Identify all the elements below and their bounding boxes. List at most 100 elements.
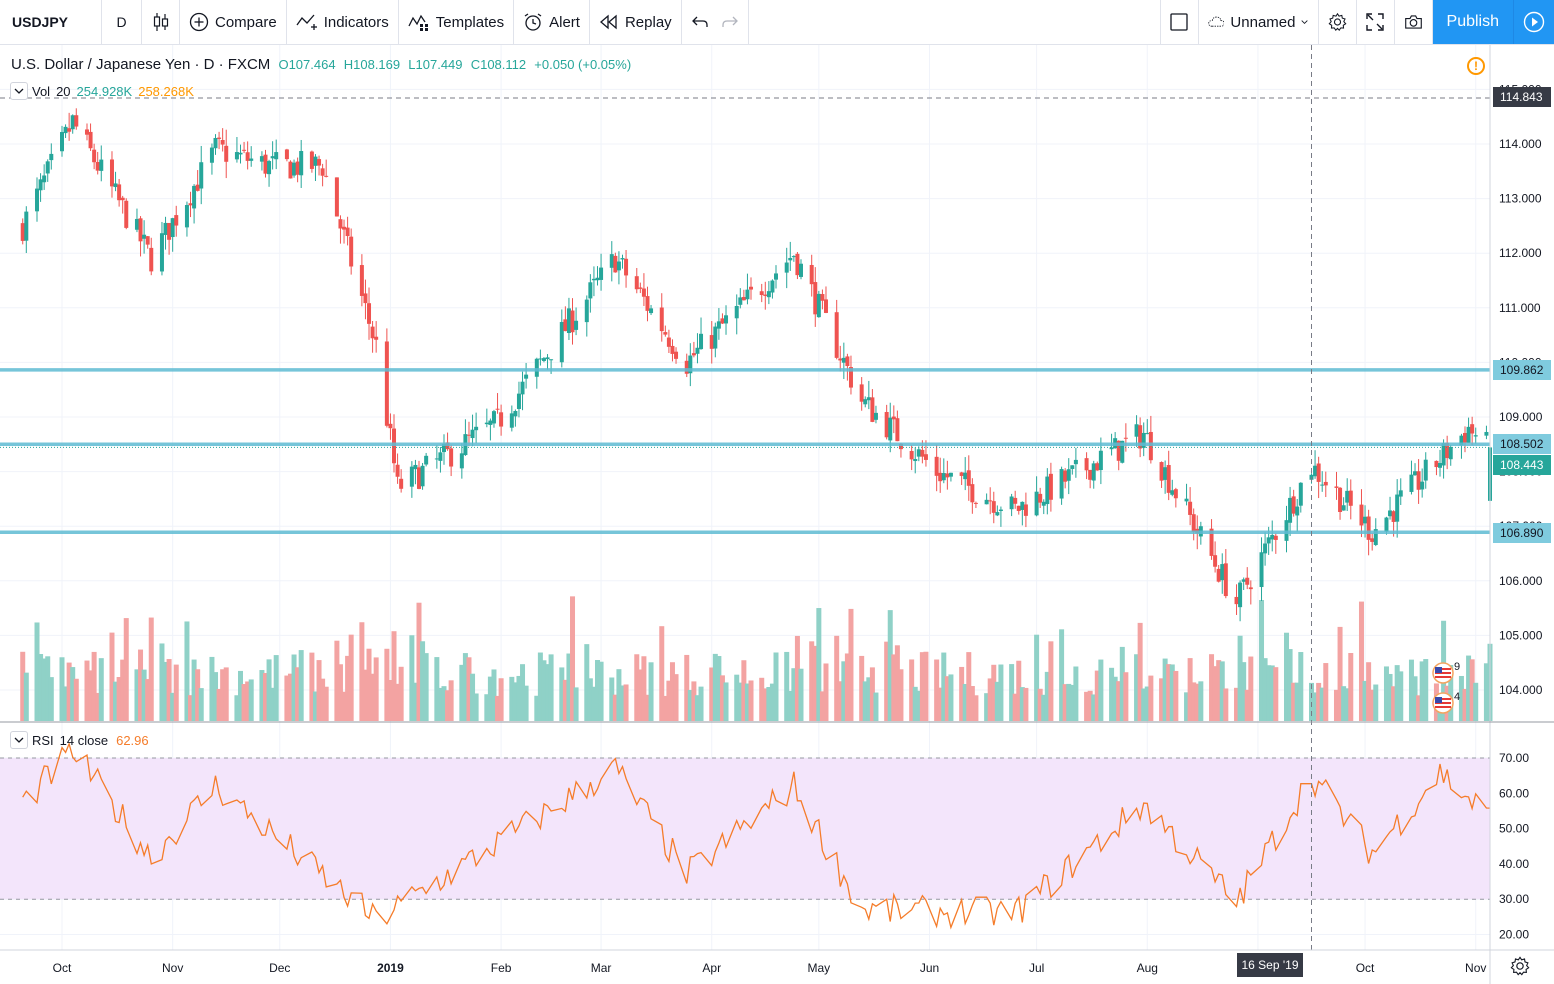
chart-canvas[interactable]: 115.000114.000113.000112.000111.000110.0…: [0, 45, 1554, 984]
publish-options-button[interactable]: [1514, 0, 1554, 44]
horizontal-levels[interactable]: [0, 368, 1490, 534]
volume-bar: [123, 618, 129, 721]
candle-body: [117, 184, 122, 201]
interval-label: D: [116, 14, 127, 30]
volume-bar: [684, 654, 690, 721]
volume-bar: [248, 679, 254, 721]
candle-body: [1073, 459, 1078, 465]
symbol-title[interactable]: U.S. Dollar / Japanese Yen · D · FXCM: [11, 56, 271, 73]
volume-bar: [844, 653, 850, 721]
candle-body: [1066, 469, 1071, 481]
volume-bar: [819, 691, 825, 721]
candle-body: [367, 303, 372, 324]
volume-bar: [287, 673, 293, 721]
symbol-search-button[interactable]: USDJPY: [0, 0, 102, 44]
candle-body: [295, 161, 300, 175]
candle-body: [1109, 447, 1114, 450]
volume-bar: [1262, 658, 1268, 721]
volume-bar: [1294, 682, 1300, 721]
last-price-tag: 108.443: [1493, 455, 1551, 475]
event-count-1: 9: [1454, 661, 1461, 673]
volume-bar: [1383, 666, 1389, 721]
candle-body: [1295, 506, 1300, 516]
volume-bar: [1333, 689, 1339, 721]
redo-icon[interactable]: [722, 15, 738, 29]
candle-body: [845, 356, 850, 367]
candle-body: [334, 177, 339, 217]
templates-button[interactable]: Templates: [399, 0, 515, 44]
candle-body: [370, 326, 375, 339]
save-layout-button[interactable]: Unnamed: [1199, 0, 1319, 44]
candle-body: [224, 145, 229, 162]
candle-body: [1348, 490, 1353, 506]
volume-bar: [466, 657, 472, 721]
volume-bar: [1408, 659, 1414, 721]
alert-label: Alert: [549, 13, 580, 31]
volume-bar: [173, 664, 179, 721]
volume-bar: [298, 650, 304, 721]
volume-bar: [1209, 654, 1215, 721]
volume-bar: [1112, 676, 1118, 721]
economic-event-flag[interactable]: 9: [1432, 661, 1462, 684]
us-flag-icon: [1432, 692, 1454, 714]
candle-body: [317, 159, 322, 166]
volume-bar: [719, 675, 725, 721]
volume-bar: [794, 635, 800, 721]
candle-body: [1184, 498, 1189, 502]
candle-body: [766, 291, 771, 298]
candle-body: [559, 322, 564, 363]
snapshot-button[interactable]: [1395, 0, 1433, 44]
price-tick-label: 109.000: [1499, 410, 1543, 424]
candle-body: [184, 205, 189, 228]
interval-button[interactable]: D: [102, 0, 142, 44]
indicators-button[interactable]: Indicators: [287, 0, 399, 44]
candle-body: [995, 512, 1000, 516]
publish-button[interactable]: Publish: [1432, 0, 1514, 44]
volume-bar: [634, 654, 640, 721]
volume-bar: [1044, 671, 1050, 721]
volume-bar: [909, 659, 915, 721]
volume-bar: [370, 673, 376, 721]
fullscreen-button[interactable]: [1357, 0, 1395, 44]
volume-bar: [1059, 629, 1065, 721]
volume-bar: [916, 690, 922, 721]
replay-label: Replay: [624, 13, 672, 31]
collapse-rsi-button[interactable]: [10, 731, 28, 749]
volume-bar: [1266, 665, 1272, 721]
candle-body: [220, 140, 225, 145]
candle-body: [1041, 501, 1046, 506]
candle-body: [966, 470, 971, 486]
settings-button[interactable]: [1319, 0, 1357, 44]
chart-settings-gear[interactable]: [1510, 956, 1530, 981]
candle-body: [284, 149, 289, 160]
layout-select-button[interactable]: [1161, 0, 1199, 44]
alert-button[interactable]: Alert: [514, 0, 590, 44]
volume-bar: [1173, 670, 1179, 721]
candle-body: [809, 264, 814, 285]
candle-body: [124, 200, 129, 228]
candle-body: [959, 472, 964, 476]
collapse-volume-button[interactable]: [10, 82, 28, 100]
replay-button[interactable]: Replay: [590, 0, 682, 44]
warning-icon[interactable]: !: [1467, 57, 1485, 75]
square-layout-icon: [1170, 13, 1188, 31]
chart-type-button[interactable]: [142, 0, 180, 44]
undo-icon[interactable]: [691, 15, 708, 29]
volume-bar: [937, 687, 943, 721]
volume-bar: [1159, 678, 1165, 721]
plus-circle-icon: [189, 12, 209, 32]
candle-body: [88, 131, 93, 149]
economic-event-flag[interactable]: 4: [1432, 691, 1462, 714]
volume-bar: [238, 670, 243, 721]
toolbar-spacer: [749, 0, 1161, 44]
volume-bar: [437, 687, 443, 721]
volume-bar: [23, 672, 29, 721]
compare-button[interactable]: Compare: [180, 0, 287, 44]
volume-bar: [312, 691, 318, 721]
candle-body: [60, 132, 64, 152]
candle-body: [313, 156, 318, 166]
candle-body: [1409, 474, 1414, 492]
candle-body: [988, 500, 993, 502]
rsi-tick-label: 40.00: [1499, 857, 1529, 871]
volume-bar: [1012, 693, 1018, 721]
